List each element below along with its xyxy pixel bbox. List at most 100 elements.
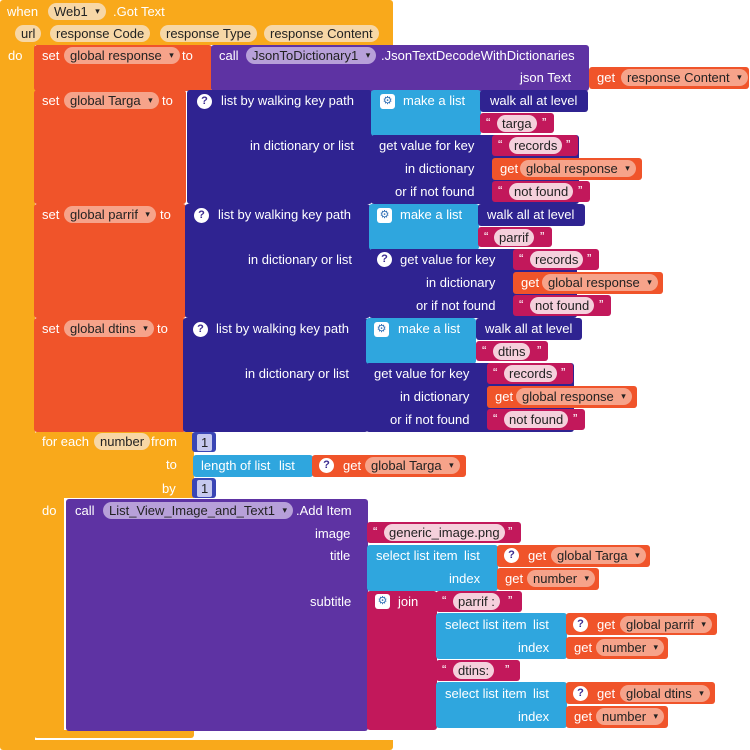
set-label: set [42, 207, 60, 222]
join-block[interactable] [367, 591, 437, 730]
title-list-dropdown[interactable]: global Targa [551, 547, 646, 564]
gear-icon[interactable]: ⚙ [375, 594, 390, 609]
set-global-parrif-block[interactable] [34, 204, 186, 318]
not-found-text[interactable]: not found [509, 183, 574, 200]
gear-icon[interactable]: ⚙ [380, 94, 395, 109]
set-label: set [42, 93, 60, 108]
walk-key-path-block[interactable] [185, 204, 370, 318]
help-icon[interactable]: ? [319, 458, 334, 473]
walk-all-block[interactable] [476, 318, 582, 340]
from-number[interactable]: 1 [197, 434, 213, 451]
key-text[interactable]: targa [497, 115, 537, 132]
list1-dropdown[interactable]: global parrif [620, 616, 712, 633]
image-text[interactable]: generic_image.png [384, 524, 505, 541]
call-label: call [219, 48, 239, 63]
help-icon[interactable]: ? [197, 94, 212, 109]
get-label: get [574, 640, 593, 655]
parrif-text[interactable]: parrif : [453, 593, 500, 610]
records-text[interactable]: records [530, 251, 584, 268]
walk-all-block[interactable] [480, 90, 588, 112]
get-value-label: get value for key [374, 366, 470, 381]
component-dropdown[interactable]: Web1 [48, 3, 106, 20]
index-label: index [449, 571, 481, 586]
walk-key-path-block[interactable] [187, 90, 372, 204]
make-list-label: make a list [400, 207, 463, 222]
set-global-targa-block[interactable] [34, 90, 186, 204]
gear-icon[interactable]: ⚙ [377, 208, 392, 223]
select-list-item-block[interactable] [436, 682, 567, 728]
in-dictionary-label: in dictionary [426, 275, 496, 290]
variable-dropdown[interactable]: global response [64, 47, 180, 64]
get-label: get [597, 686, 616, 701]
add-item-method: .Add Item [296, 503, 352, 518]
variable-dropdown[interactable]: global dtins [64, 320, 154, 337]
by-number[interactable]: 1 [197, 480, 213, 497]
param-response-type[interactable]: response Type [160, 25, 258, 42]
not-found-text[interactable]: not found [504, 411, 569, 428]
index-var-dropdown[interactable]: number [596, 708, 665, 725]
not-found-text[interactable]: not found [530, 297, 595, 314]
in-dict-or-list-label: in dictionary or list [245, 366, 350, 381]
list2-dropdown[interactable]: global dtins [620, 685, 710, 702]
listview-component-dropdown[interactable]: List_View_Image_and_Text1 [103, 502, 293, 519]
walk-all-block[interactable] [478, 204, 585, 226]
help-icon[interactable]: ? [377, 252, 392, 267]
param-response-code[interactable]: response Code [50, 25, 151, 42]
records-text[interactable]: records [504, 365, 558, 382]
gear-icon[interactable]: ⚙ [374, 322, 389, 337]
walk-all-label: walk all at level [485, 321, 573, 336]
list-label: list [533, 617, 549, 632]
set-global-dtins-block[interactable] [34, 318, 186, 432]
not-found-label: or if not found [395, 184, 475, 199]
subtitle-label: subtitle [310, 594, 352, 609]
index-var-dropdown[interactable]: number [596, 639, 665, 656]
set-label: set [42, 321, 60, 336]
walk-key-path-block[interactable] [183, 318, 368, 432]
get-var-dropdown[interactable]: response Content [621, 69, 748, 86]
select-list-item-block[interactable] [367, 545, 498, 591]
variable-dropdown[interactable]: global parrif [64, 206, 156, 223]
walk-all-label: walk all at level [487, 207, 575, 222]
walk-all-label: walk all at level [490, 93, 578, 108]
param-response-content[interactable]: response Content [264, 25, 379, 42]
dict-var-dropdown[interactable]: global response [520, 160, 636, 177]
method-name: .JsonTextDecodeWithDictionaries [381, 48, 575, 63]
walk-path-label: list by walking key path [221, 93, 354, 108]
key-text[interactable]: parrif [494, 229, 534, 246]
help-icon[interactable]: ? [193, 322, 208, 337]
index-var-dropdown[interactable]: number [527, 570, 596, 587]
dict-var-dropdown[interactable]: global response [516, 388, 632, 405]
get-label: get [521, 275, 540, 290]
length-of-list-block[interactable] [193, 455, 313, 477]
list-label: list [279, 458, 295, 473]
param-url[interactable]: url [15, 25, 42, 42]
list-label: list [533, 686, 549, 701]
dict-var-dropdown[interactable]: global response [542, 274, 658, 291]
records-text[interactable]: records [509, 137, 563, 154]
get-label: get [505, 571, 524, 586]
get-label: get [597, 617, 616, 632]
do-label: do [42, 503, 57, 518]
to-label: to [160, 207, 171, 222]
help-icon[interactable]: ? [504, 548, 519, 563]
in-dictionary-label: in dictionary [405, 161, 475, 176]
variable-dropdown[interactable]: global Targa [64, 92, 159, 109]
image-label: image [315, 526, 351, 541]
for-each-label: for each [42, 434, 89, 449]
select-list-item-block[interactable] [436, 613, 567, 659]
list-var-dropdown[interactable]: global Targa [365, 457, 460, 474]
set-label: set [42, 48, 60, 63]
to-label: to [162, 93, 173, 108]
dtins-text[interactable]: dtins: [453, 662, 495, 679]
loop-var[interactable]: number [94, 433, 151, 450]
do-label: do [8, 48, 23, 63]
json-component-dropdown[interactable]: JsonToDictionary1 [246, 47, 377, 64]
call-add-item-block[interactable] [66, 499, 368, 731]
json-text-label: json Text [520, 70, 572, 85]
help-icon[interactable]: ? [573, 617, 588, 632]
event-name: .Got Text [113, 4, 165, 19]
get-label: get [574, 709, 593, 724]
help-icon[interactable]: ? [194, 208, 209, 223]
key-text[interactable]: dtins [493, 343, 531, 360]
help-icon[interactable]: ? [573, 686, 588, 701]
